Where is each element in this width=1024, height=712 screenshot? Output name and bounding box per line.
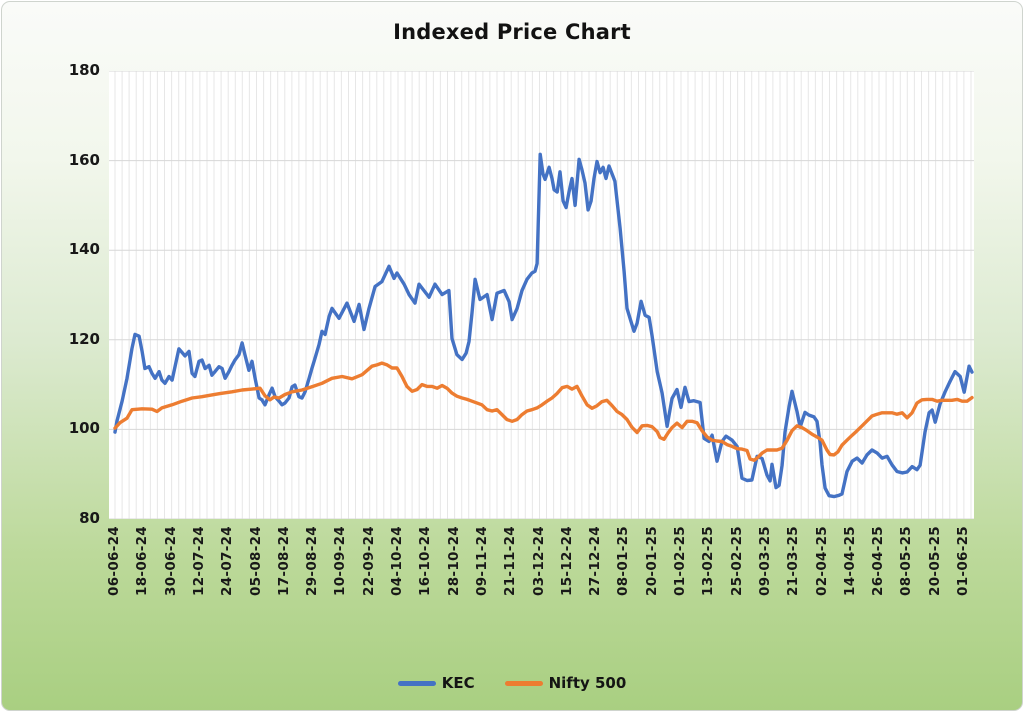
- legend-item-kec: KEC: [397, 674, 475, 692]
- legend-label-nifty500: Nifty 500: [548, 674, 627, 692]
- x-tick-label: 08-01-25: [615, 526, 632, 596]
- chart-title: Indexed Price Chart: [393, 20, 631, 44]
- x-tick-label: 01-06-25: [955, 526, 971, 596]
- x-tick-label: 21-03-25: [785, 526, 802, 596]
- plot-area: [109, 71, 974, 519]
- x-tick-label: 20-01-25: [643, 526, 660, 596]
- x-tick-label: 24-07-24: [219, 526, 236, 596]
- kec-line-swatch: [397, 680, 436, 686]
- horizontal-gridlines: [109, 71, 974, 519]
- x-tick-label: 02-04-25: [813, 526, 830, 596]
- x-tick-label: 16-10-24: [417, 526, 434, 596]
- legend-item-nifty500: Nifty 500: [504, 674, 627, 692]
- legend: KEC Nifty 500: [2, 674, 1022, 692]
- kec-line: [113, 152, 974, 499]
- x-tick-label: 01-02-25: [672, 526, 688, 596]
- nifty500-line-swatch: [504, 680, 543, 686]
- legend-label-kec: KEC: [441, 674, 475, 692]
- x-tick-label: 12-07-24: [190, 526, 207, 596]
- x-tick-label: 03-12-24: [530, 526, 547, 596]
- x-tick-label: 09-11-24: [473, 526, 490, 596]
- x-tick-label: 25-02-25: [728, 526, 745, 596]
- vertical-gridlines: [114, 71, 972, 519]
- x-tick-label: 29-08-24: [304, 526, 321, 596]
- x-tick-label: 05-08-24: [247, 526, 264, 596]
- x-tick-label: 20-05-25: [926, 526, 943, 596]
- nifty500-line: [113, 361, 974, 462]
- x-tick-label: 10-09-24: [332, 526, 349, 596]
- y-tick-label: 140: [68, 240, 100, 259]
- y-tick-label: 100: [68, 419, 100, 438]
- x-tick-label: 18-06-24: [134, 526, 151, 596]
- y-tick-label: 120: [68, 329, 100, 348]
- x-tick-label: 26-04-25: [870, 526, 887, 596]
- x-tick-label: 06-06-24: [106, 526, 122, 596]
- y-tick-label: 80: [79, 509, 100, 527]
- x-tick-label: 27-12-24: [587, 526, 604, 596]
- x-tick-label: 28-10-24: [445, 526, 462, 596]
- x-tick-label: 15-12-24: [558, 526, 575, 596]
- chart-canvas: [109, 71, 974, 519]
- x-tick-label: 17-08-24: [275, 526, 292, 596]
- x-tick-label: 14-04-25: [841, 526, 858, 596]
- x-tick-label: 08-05-25: [898, 526, 915, 596]
- x-tick-label: 21-11-24: [502, 526, 519, 596]
- x-tick-label: 04-10-24: [389, 526, 405, 596]
- x-tick-label: 09-03-25: [756, 526, 773, 596]
- y-tick-label: 180: [68, 61, 100, 79]
- y-tick-label: 160: [68, 150, 100, 169]
- x-tick-label: 22-09-24: [360, 526, 377, 596]
- x-tick-label: 13-02-25: [700, 526, 717, 596]
- x-tick-label: 30-06-24: [162, 526, 179, 596]
